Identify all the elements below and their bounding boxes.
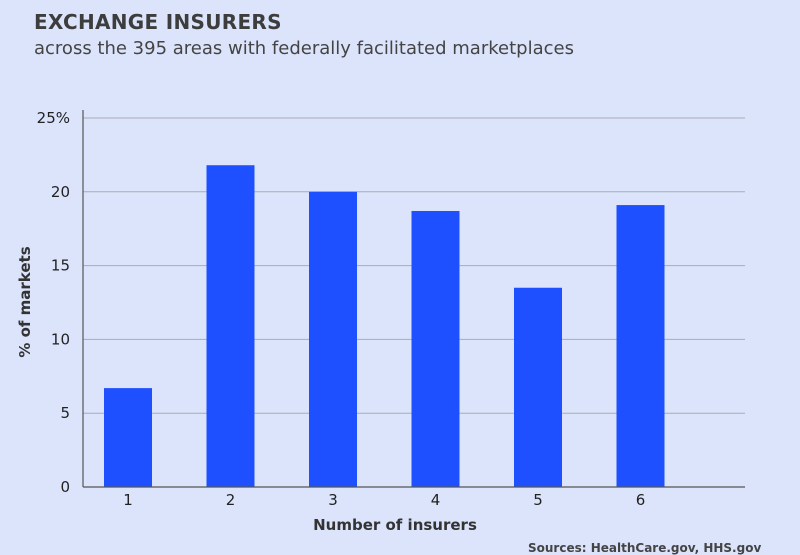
bar xyxy=(104,388,152,487)
bar xyxy=(616,205,665,488)
bar xyxy=(514,287,562,487)
x-tick-label: 3 xyxy=(328,491,338,509)
x-tick-labels: 1 2 3 4 5 6 xyxy=(123,491,645,509)
x-tick-label: 4 xyxy=(431,491,441,509)
chart-title: EXCHANGE INSURERS xyxy=(34,10,282,34)
x-tick-label: 5 xyxy=(533,491,543,509)
y-tick-label: 10 xyxy=(51,330,70,348)
y-tick-label: 25% xyxy=(37,109,70,127)
bars xyxy=(104,165,665,488)
y-tick-label: 5 xyxy=(60,404,70,422)
x-tick-label: 6 xyxy=(636,491,646,509)
source-note: Sources: HealthCare.gov, HHS.gov xyxy=(528,541,762,555)
y-tick-label: 15 xyxy=(51,257,70,275)
x-tick-label: 2 xyxy=(226,491,236,509)
y-tick-label: 20 xyxy=(51,183,70,201)
bar xyxy=(309,191,357,488)
y-tick-label: 0 xyxy=(60,478,70,496)
bar xyxy=(206,165,255,487)
chart-subtitle: across the 395 areas with federally faci… xyxy=(34,38,574,59)
x-tick-label: 1 xyxy=(123,491,133,509)
y-tick-labels: 0 5 10 15 20 25% xyxy=(37,109,70,496)
x-axis-label: Number of insurers xyxy=(313,516,477,534)
bar xyxy=(411,210,460,487)
y-axis-label: % of markets xyxy=(16,246,34,357)
